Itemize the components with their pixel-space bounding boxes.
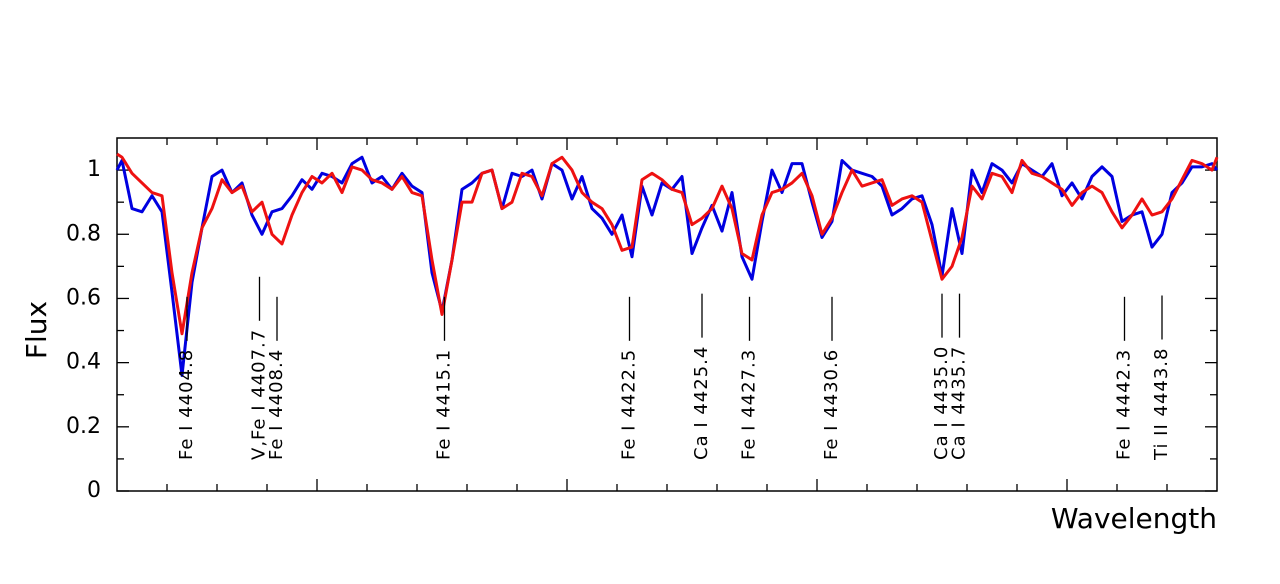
- line-id-label: V,Fe I 4407.7: [249, 329, 270, 460]
- y-axis-label: Flux: [20, 301, 53, 359]
- line-id-label: Fe I 4442.3: [1114, 349, 1135, 460]
- y-tick-label: 0.6: [66, 285, 101, 310]
- line-id-label: Ti II 4443.8: [1151, 348, 1172, 462]
- y-tick-label: 0.4: [66, 350, 101, 375]
- line-id-label: Fe I 4404.8: [176, 349, 197, 460]
- x-axis-label: Wavelength: [1051, 502, 1217, 535]
- line-id-label: Fe I 4408.4: [266, 349, 287, 460]
- line-id-label: Ca I 4435.7: [949, 346, 970, 460]
- line-id-label: Ca I 4435.0: [931, 346, 952, 460]
- line-id-label: Ca I 4425.4: [691, 346, 712, 460]
- y-tick-label: 0.8: [66, 221, 101, 246]
- y-tick-label: 0.2: [66, 414, 101, 439]
- y-tick-label: 1: [87, 157, 101, 182]
- line-id-label: Fe I 4430.6: [821, 349, 842, 460]
- spectrum-line: [115, 155, 1219, 377]
- y-tick-label: 0: [87, 478, 101, 503]
- line-id-label: Fe I 4427.3: [739, 349, 760, 460]
- line-id-label: Fe I 4422.5: [619, 349, 640, 460]
- spectrum-line: [116, 152, 1219, 336]
- line-id-label: Fe I 4415.1: [434, 349, 455, 460]
